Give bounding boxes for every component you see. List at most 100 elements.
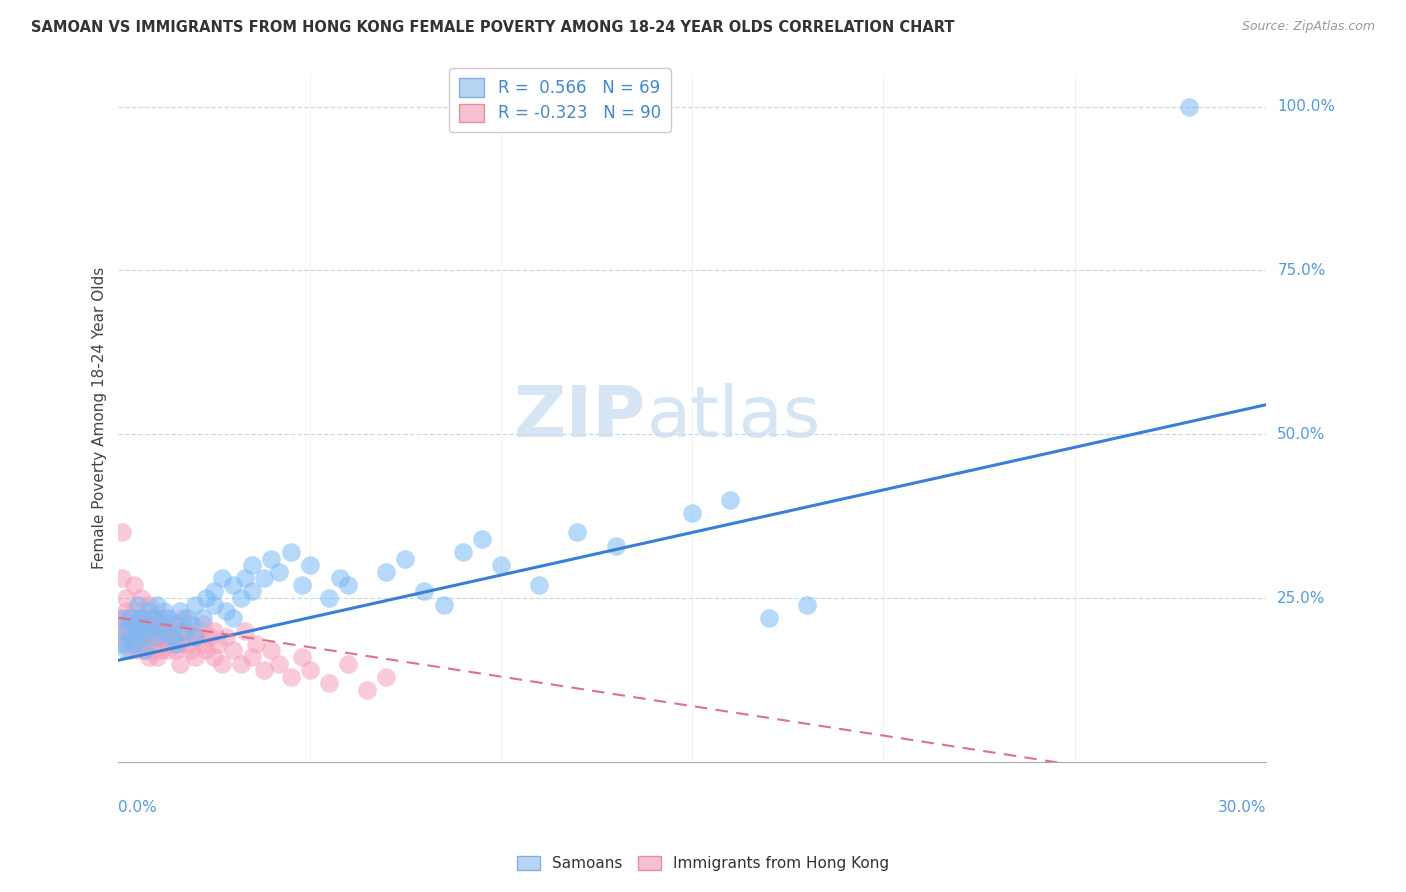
- Point: [191, 610, 214, 624]
- Text: 50.0%: 50.0%: [1277, 426, 1326, 442]
- Point: [172, 610, 194, 624]
- Point: [134, 630, 156, 644]
- Point: [157, 643, 180, 657]
- Point: [169, 604, 191, 618]
- Point: [138, 650, 160, 665]
- Point: [375, 670, 398, 684]
- Point: [169, 637, 191, 651]
- Point: [131, 624, 153, 638]
- Point: [111, 571, 134, 585]
- Point: [122, 604, 145, 618]
- Point: [195, 591, 218, 605]
- Point: [160, 637, 183, 651]
- Point: [222, 643, 245, 657]
- Point: [1178, 100, 1201, 114]
- Point: [176, 610, 198, 624]
- Point: [245, 637, 267, 651]
- Point: [567, 525, 589, 540]
- Point: [149, 643, 172, 657]
- Point: [153, 610, 176, 624]
- Text: 100.0%: 100.0%: [1277, 99, 1336, 114]
- Text: atlas: atlas: [647, 384, 821, 452]
- Point: [298, 663, 321, 677]
- Point: [172, 630, 194, 644]
- Point: [122, 578, 145, 592]
- Point: [142, 630, 165, 644]
- Point: [184, 630, 207, 644]
- Point: [489, 558, 512, 573]
- Point: [122, 637, 145, 651]
- Point: [134, 617, 156, 632]
- Point: [111, 610, 134, 624]
- Point: [142, 610, 165, 624]
- Point: [184, 630, 207, 644]
- Point: [160, 630, 183, 644]
- Point: [157, 630, 180, 644]
- Point: [145, 598, 167, 612]
- Point: [233, 571, 256, 585]
- Point: [118, 643, 141, 657]
- Point: [145, 610, 167, 624]
- Point: [127, 598, 149, 612]
- Point: [160, 624, 183, 638]
- Point: [131, 637, 153, 651]
- Y-axis label: Female Poverty Among 18-24 Year Olds: Female Poverty Among 18-24 Year Olds: [93, 267, 107, 569]
- Point: [138, 624, 160, 638]
- Point: [149, 630, 172, 644]
- Point: [318, 591, 340, 605]
- Point: [233, 624, 256, 638]
- Point: [229, 591, 252, 605]
- Point: [134, 617, 156, 632]
- Point: [267, 565, 290, 579]
- Point: [111, 610, 134, 624]
- Point: [527, 578, 550, 592]
- Text: Source: ZipAtlas.com: Source: ZipAtlas.com: [1241, 20, 1375, 33]
- Point: [471, 532, 494, 546]
- Point: [796, 598, 818, 612]
- Point: [202, 650, 225, 665]
- Point: [222, 578, 245, 592]
- Point: [131, 630, 153, 644]
- Point: [291, 578, 314, 592]
- Point: [169, 657, 191, 671]
- Point: [169, 624, 191, 638]
- Point: [165, 637, 187, 651]
- Point: [131, 610, 153, 624]
- Point: [118, 610, 141, 624]
- Point: [134, 643, 156, 657]
- Point: [336, 657, 359, 671]
- Point: [356, 682, 378, 697]
- Point: [165, 643, 187, 657]
- Point: [718, 492, 741, 507]
- Text: 25.0%: 25.0%: [1277, 591, 1326, 606]
- Point: [142, 617, 165, 632]
- Point: [413, 584, 436, 599]
- Point: [180, 643, 202, 657]
- Point: [134, 643, 156, 657]
- Point: [253, 571, 276, 585]
- Point: [195, 643, 218, 657]
- Point: [127, 630, 149, 644]
- Point: [149, 617, 172, 632]
- Point: [122, 637, 145, 651]
- Point: [176, 637, 198, 651]
- Point: [138, 624, 160, 638]
- Text: 30.0%: 30.0%: [1218, 799, 1265, 814]
- Point: [280, 545, 302, 559]
- Point: [118, 610, 141, 624]
- Point: [111, 624, 134, 638]
- Point: [451, 545, 474, 559]
- Point: [329, 571, 352, 585]
- Point: [118, 630, 141, 644]
- Point: [191, 617, 214, 632]
- Point: [207, 637, 229, 651]
- Point: [758, 610, 780, 624]
- Point: [222, 610, 245, 624]
- Point: [605, 539, 627, 553]
- Point: [115, 604, 138, 618]
- Point: [200, 630, 222, 644]
- Point: [138, 604, 160, 618]
- Point: [253, 663, 276, 677]
- Point: [127, 624, 149, 638]
- Point: [240, 650, 263, 665]
